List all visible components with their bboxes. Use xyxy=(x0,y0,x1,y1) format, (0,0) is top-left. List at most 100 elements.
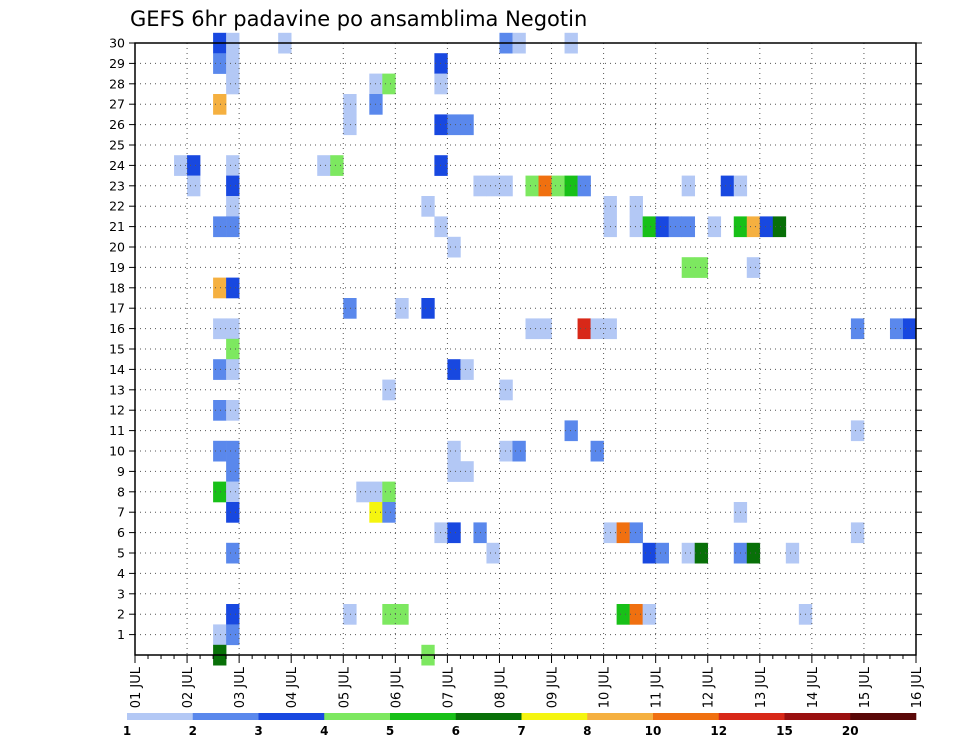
heatmap-cell xyxy=(382,379,396,401)
heatmap-cell xyxy=(213,216,227,238)
color-legend: 1 2 3 4 5 6 7 8 10 12 15 20 xyxy=(123,713,917,738)
legend-label: 7 xyxy=(517,724,525,738)
legend-swatch xyxy=(127,713,194,720)
heatmap-cell xyxy=(434,73,448,95)
heatmap-cell xyxy=(226,277,240,299)
heatmap-cell xyxy=(447,114,461,136)
heatmap-cell xyxy=(629,604,643,625)
legend-label: 20 xyxy=(842,724,859,738)
x-tick-label: 14 JUL xyxy=(806,666,821,708)
heatmap-cell xyxy=(187,175,201,197)
y-tick-label: 12 xyxy=(109,403,125,418)
heatmap-cells xyxy=(174,32,917,666)
x-tick-label: 13 JUL xyxy=(754,666,769,708)
legend-swatch xyxy=(258,713,325,720)
y-tick-label: 11 xyxy=(109,423,125,438)
legend-swatch xyxy=(390,713,457,720)
x-tick-label: 16 JUL xyxy=(910,666,925,708)
heatmap-cell xyxy=(343,298,357,319)
heatmap-cell xyxy=(226,440,240,462)
heatmap-cell xyxy=(655,216,669,238)
heatmap-cell xyxy=(395,298,409,319)
y-tick-label: 5 xyxy=(117,546,125,561)
legend-swatch xyxy=(850,713,917,720)
heatmap-cell xyxy=(226,73,240,95)
legend-label: 15 xyxy=(776,724,793,738)
legend-label: 3 xyxy=(254,724,262,738)
heatmap-cell xyxy=(434,114,448,136)
y-tick-label: 28 xyxy=(109,76,125,91)
y-tick-label: 27 xyxy=(109,97,125,112)
heatmap-cell xyxy=(512,440,526,462)
heatmap-cell xyxy=(681,175,696,197)
heatmap-cell xyxy=(343,114,357,136)
chart-title: GEFS 6hr padavine po ansamblima Negotin xyxy=(130,7,587,31)
x-tick-label: 11 JUL xyxy=(650,666,665,708)
legend-label: 4 xyxy=(320,724,328,738)
heatmap-cell xyxy=(577,318,591,340)
heatmap-cell xyxy=(785,542,800,564)
heatmap-cell xyxy=(382,481,396,503)
heatmap-cell xyxy=(382,73,396,95)
heatmap-cell xyxy=(330,155,344,176)
heatmap-cell xyxy=(226,542,240,564)
heatmap-cell xyxy=(499,175,513,197)
heatmap-cell xyxy=(460,114,474,136)
y-tick-label: 20 xyxy=(109,240,125,255)
heatmap-cell xyxy=(499,440,513,462)
heatmap-cell xyxy=(629,522,643,544)
heatmap-cell xyxy=(746,257,761,278)
heatmap-cell xyxy=(902,318,917,340)
x-tick-label: 08 JUL xyxy=(493,666,508,708)
heatmap-cell xyxy=(187,155,201,176)
y-tick-label: 30 xyxy=(109,36,125,51)
heatmap-cell xyxy=(486,542,500,564)
heatmap-cell xyxy=(460,359,474,380)
heatmap-cell xyxy=(213,53,227,74)
heatmap-cell xyxy=(577,175,591,197)
heatmap-cell xyxy=(616,604,630,625)
heatmap-cell xyxy=(226,196,240,217)
y-tick-label: 25 xyxy=(109,138,125,153)
heatmap-cell xyxy=(213,481,227,503)
heatmap-cell xyxy=(590,318,604,340)
y-tick-label: 16 xyxy=(109,321,125,336)
legend-label: 12 xyxy=(710,724,727,738)
heatmap-cell xyxy=(850,420,865,442)
y-tick-label: 7 xyxy=(117,505,125,520)
x-axis: 01 JUL 02 JUL 03 JUL 04 JUL 05 JUL 06 JUL 07 J… xyxy=(129,655,925,708)
x-tick-label: 15 JUL xyxy=(858,666,873,708)
x-tick-label: 05 JUL xyxy=(337,666,352,708)
heatmap-cell xyxy=(746,542,761,564)
heatmap-cell xyxy=(746,216,761,238)
heatmap-cell xyxy=(434,216,448,238)
heatmap-cell xyxy=(317,155,331,176)
heatmap-cell xyxy=(213,318,227,340)
legend-label: 5 xyxy=(386,724,394,738)
legend-swatch xyxy=(192,713,259,720)
heatmap-cell xyxy=(889,318,904,340)
heatmap-cell xyxy=(421,196,435,217)
heatmap-cell xyxy=(681,257,696,278)
legend-swatch xyxy=(324,713,391,720)
heatmap-cell xyxy=(421,298,435,319)
y-axis: 1234567891011121314151617181920212223242… xyxy=(109,36,922,642)
heatmap-cell xyxy=(226,175,240,197)
heatmap-cell xyxy=(447,236,461,258)
heatmap-cell xyxy=(382,604,396,625)
y-tick-label: 6 xyxy=(117,525,125,540)
legend-label: 10 xyxy=(645,724,662,738)
heatmap-cell xyxy=(213,440,227,462)
heatmap-cell xyxy=(226,338,240,360)
heatmap-cell xyxy=(551,175,565,197)
y-tick-label: 26 xyxy=(109,117,125,132)
y-tick-label: 13 xyxy=(109,382,125,397)
legend-swatch xyxy=(521,713,588,720)
y-tick-label: 22 xyxy=(109,199,125,214)
y-tick-label: 8 xyxy=(117,484,125,499)
heatmap-cell xyxy=(213,277,227,299)
legend-swatch xyxy=(718,713,785,720)
heatmap-cell xyxy=(486,175,500,197)
heatmap-cell xyxy=(616,522,630,544)
heatmap-cell xyxy=(629,216,643,238)
